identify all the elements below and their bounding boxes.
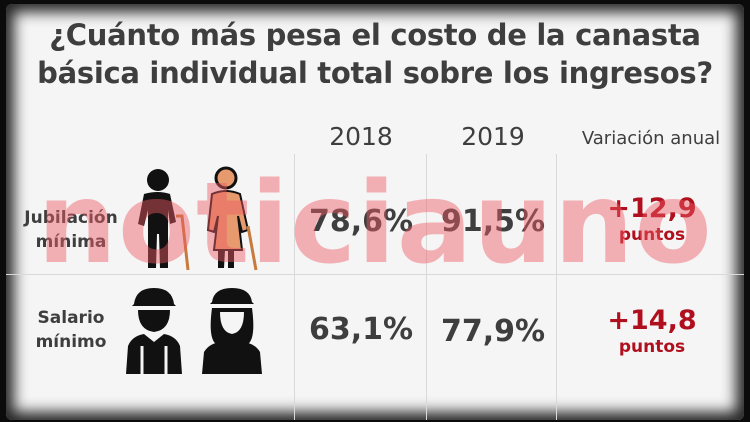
- variation-value: +12,9: [607, 193, 697, 224]
- cell-salario-variation: +14,8 puntos: [572, 305, 732, 360]
- elderly-couple-icon: [138, 166, 258, 271]
- row-label-line-1: Jubilación: [24, 208, 118, 228]
- cell-jubilacion-2018: 78,6%: [308, 204, 414, 239]
- grid-line-col-1: [294, 154, 295, 420]
- grid-line-col-3: [556, 154, 557, 420]
- column-header-variation: Variación anual: [581, 128, 721, 149]
- column-header-2018: 2018: [329, 122, 393, 151]
- variation-unit: puntos: [618, 337, 686, 357]
- row-label-line-2: mínima: [35, 232, 107, 252]
- cell-jubilacion-variation: +12,9 puntos: [572, 193, 732, 248]
- row-label-salario: Salario mínimo: [6, 306, 136, 354]
- row-label-line-2: mínimo: [35, 332, 107, 352]
- variation-unit: puntos: [618, 225, 686, 245]
- title-line-1: ¿Cuánto más pesa el costo de la canasta: [49, 18, 701, 52]
- column-header-2019: 2019: [461, 122, 525, 151]
- row-label-line-1: Salario: [37, 308, 105, 328]
- row-label-jubilacion: Jubilación mínima: [6, 206, 136, 254]
- workers-helmet-icon: [126, 288, 262, 374]
- grid-line-col-2: [426, 154, 427, 420]
- grid-line-row-1: [6, 274, 744, 275]
- cell-salario-2019: 77,9%: [440, 314, 546, 349]
- cell-salario-2018: 63,1%: [308, 312, 414, 347]
- title-line-2: básica individual total sobre los ingres…: [37, 56, 713, 90]
- chart-title: ¿Cuánto más pesa el costo de la canasta …: [6, 16, 744, 92]
- cell-jubilacion-2019: 91,5%: [440, 204, 546, 239]
- infographic-frame: ¿Cuánto más pesa el costo de la canasta …: [6, 4, 744, 420]
- variation-value: +14,8: [607, 305, 697, 336]
